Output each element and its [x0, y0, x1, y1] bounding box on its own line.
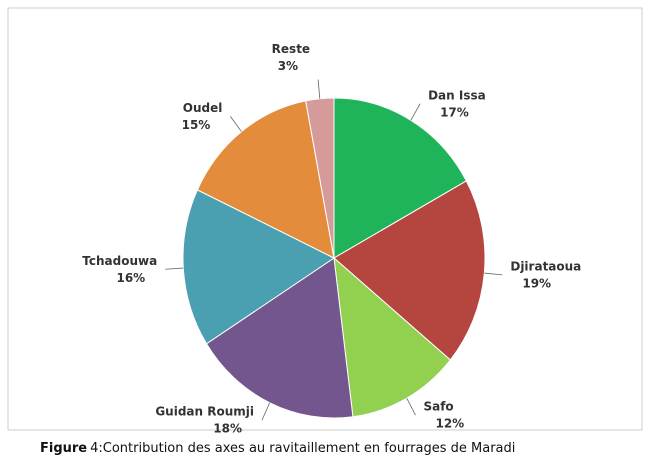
slice-value-label: 12% [435, 417, 464, 431]
leader-line [261, 402, 271, 421]
slice-name: Safo [423, 400, 453, 414]
leader-line [230, 116, 242, 132]
caption: Figure 4:Contribution des axes au ravitai… [40, 441, 515, 456]
leader-line [410, 103, 421, 121]
slice-name: Reste [272, 42, 310, 56]
pie-slice [333, 97, 467, 259]
slice-value-label: 17% [440, 105, 469, 119]
slice-value-label: 19% [522, 276, 551, 290]
slice-name: Djirataoua [510, 259, 581, 273]
slice-value-label: 3% [278, 59, 298, 73]
slice-name: Dan Issa [428, 88, 486, 102]
pie-slice [196, 100, 335, 259]
leader-line [317, 79, 321, 99]
caption-label: Figure [40, 441, 87, 456]
leader-line [484, 272, 503, 276]
slice-name: Tchadouwa [82, 254, 157, 268]
slice-name: Guidan Roumji [155, 405, 254, 419]
caption-text: 4:Contribution des axes au ravitaillemen… [90, 441, 515, 456]
leader-line [406, 398, 416, 416]
slice-value-label: 16% [116, 271, 145, 285]
pie-slice [333, 180, 486, 361]
slice-name: Oudel [183, 101, 223, 115]
leader-line [165, 267, 184, 270]
slice-value-label: 18% [213, 422, 242, 436]
slice-value-label: 15% [182, 118, 211, 132]
pie-slice [205, 257, 354, 419]
